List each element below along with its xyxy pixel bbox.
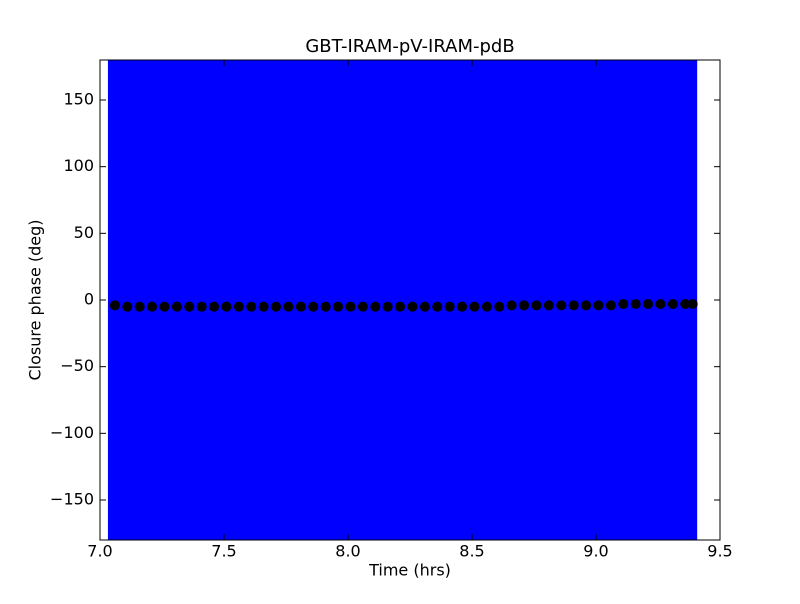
x-tick-label: 7.0 [87, 542, 112, 561]
y-axis-label: Closure phase (deg) [26, 219, 45, 380]
data-point [345, 301, 356, 312]
x-tick-label: 8.0 [335, 542, 360, 561]
data-point [184, 301, 195, 312]
data-point [568, 300, 579, 311]
plot-area [107, 60, 698, 540]
data-point [687, 299, 698, 309]
y-tick-label: −100 [50, 423, 94, 442]
x-tick-label: 7.5 [211, 542, 236, 561]
data-point [308, 301, 319, 312]
data-point [419, 301, 430, 312]
x-tick-label: 8.5 [459, 542, 484, 561]
data-point [407, 301, 418, 312]
data-point [233, 301, 244, 312]
y-tick-label: 100 [63, 156, 94, 175]
data-point [581, 300, 592, 311]
data-point [271, 301, 282, 312]
data-point [171, 301, 182, 312]
data-point [531, 300, 542, 311]
data-point [680, 299, 691, 309]
data-point [109, 300, 120, 311]
data-point [320, 301, 331, 312]
data-point [519, 300, 530, 311]
data-point [209, 301, 220, 312]
data-point [556, 300, 567, 311]
data-point [494, 301, 505, 312]
data-point [295, 301, 306, 312]
data-point [655, 299, 666, 309]
data-point [357, 301, 368, 312]
data-point [618, 299, 629, 309]
data-point [147, 301, 158, 312]
y-tick-label: 150 [63, 90, 94, 109]
y-tick-label: −50 [60, 356, 94, 375]
data-point [382, 301, 393, 312]
chart-title: GBT-IRAM-pV-IRAM-pdB [305, 36, 514, 57]
data-point [283, 301, 294, 312]
x-axis-label: Time (hrs) [368, 561, 451, 580]
data-point [506, 300, 517, 311]
data-point [543, 300, 554, 311]
data-point [333, 301, 344, 312]
x-tick-label: 9.0 [583, 542, 608, 561]
data-point [134, 301, 145, 312]
data-point [196, 301, 207, 312]
data-point [444, 301, 455, 312]
x-tick-label: 9.5 [707, 542, 732, 561]
data-point [122, 301, 133, 312]
data-point [630, 299, 641, 309]
data-point [246, 301, 257, 312]
y-tick-label: 50 [74, 223, 94, 242]
data-point [469, 301, 480, 312]
data-point [667, 299, 678, 309]
data-point [159, 301, 170, 312]
data-point [457, 301, 468, 312]
data-point [605, 300, 616, 311]
data-point [370, 301, 381, 312]
y-tick-label: 0 [84, 290, 94, 309]
y-tick-label: −150 [50, 490, 94, 509]
data-point [432, 301, 443, 312]
data-point [258, 301, 269, 312]
data-point [643, 299, 654, 309]
data-point [481, 301, 492, 312]
data-point [221, 301, 232, 312]
data-point [593, 300, 604, 311]
data-point [395, 301, 406, 312]
